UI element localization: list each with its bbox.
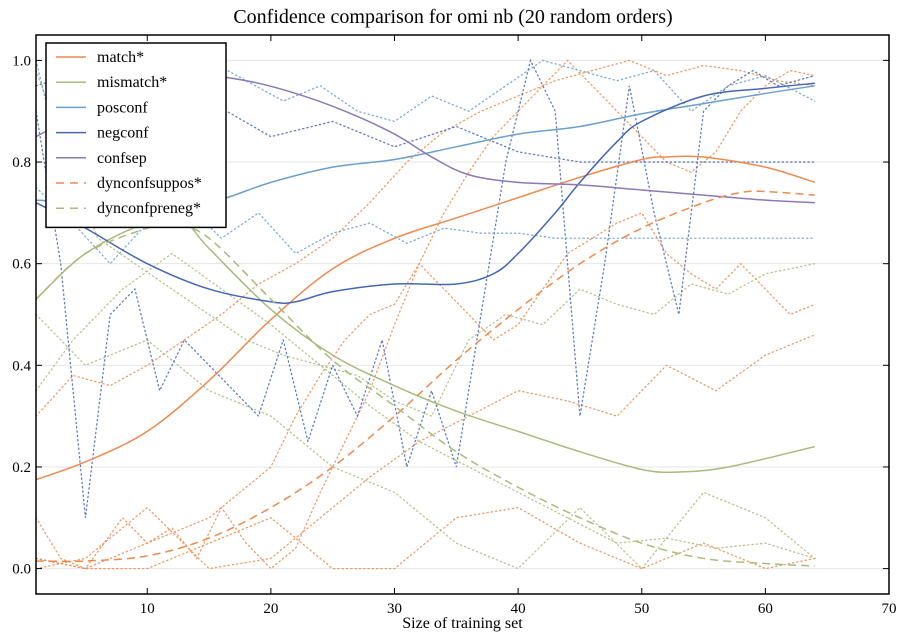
axis-ticks: 10 20 30 40 50 60 70 0.0 0.2 0.4 0.6 0.8 1.0	[12, 35, 897, 617]
legend-label: posconf	[97, 99, 148, 116]
y-tick-label: 0.0	[12, 562, 31, 578]
series-line-match	[35, 155, 816, 481]
legend-label: match*	[97, 49, 144, 66]
x-axis-label: Size of training set	[402, 615, 523, 632]
random-order-trace	[35, 186, 816, 265]
random-order-trace	[35, 59, 816, 570]
random-order-trace	[35, 59, 816, 417]
random-order-trace	[35, 69, 816, 417]
x-tick-label: 70	[882, 601, 897, 617]
series-line-negconf	[35, 82, 815, 304]
grid-lines	[36, 59, 889, 570]
series-line-dynconfsuppos	[35, 190, 815, 563]
legend-label: confsep	[97, 150, 147, 167]
plot-frame	[35, 34, 890, 595]
legend-label: dynconfsuppos*	[97, 175, 202, 192]
random-order-trace	[35, 69, 816, 163]
y-tick-label: 0.8	[12, 155, 31, 171]
random-order-trace	[35, 212, 816, 570]
legend-label: dynconfpreneg*	[97, 200, 201, 217]
y-tick-label: 0.2	[12, 460, 31, 476]
x-tick-label: 30	[387, 601, 402, 617]
series-line-mismatch	[35, 218, 815, 474]
random-order-trace	[35, 506, 816, 570]
y-tick-label: 1.0	[12, 53, 31, 69]
random-order-trace	[35, 58, 816, 518]
series-line-dynconfpreneg	[35, 221, 815, 567]
x-tick-label: 20	[263, 601, 278, 617]
random-order-trace	[35, 313, 816, 570]
x-tick-label: 50	[634, 601, 649, 617]
legend-label: negconf	[97, 125, 149, 142]
y-tick-label: 0.6	[12, 257, 31, 273]
x-tick-label: 40	[511, 601, 526, 617]
random-order-trace	[35, 334, 816, 570]
legend: match* mismatch* posconf negconf confsep dync…	[45, 42, 227, 229]
chart-title: Confidence comparison for omi nb (20 ran…	[233, 6, 673, 28]
x-tick-label: 60	[758, 601, 773, 617]
legend-label: mismatch*	[97, 74, 167, 91]
x-tick-label: 10	[140, 601, 155, 617]
y-tick-label: 0.4	[12, 358, 31, 374]
legend-box	[45, 42, 227, 229]
